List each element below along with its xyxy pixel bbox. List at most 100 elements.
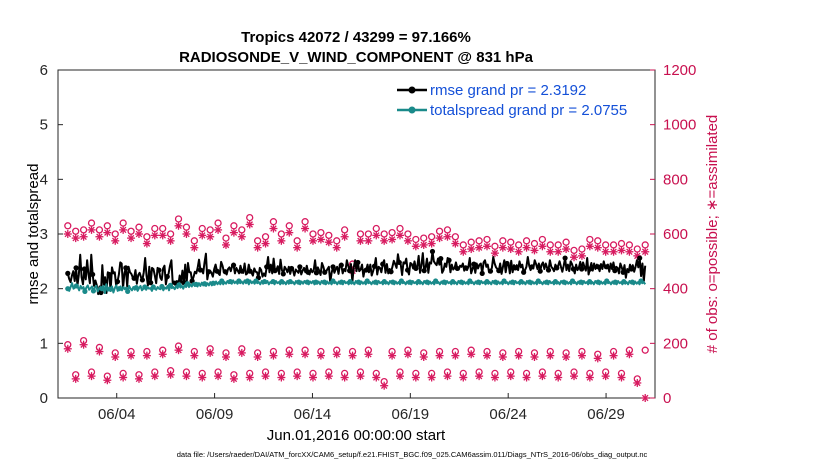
obs-assimilated-low-marker	[63, 344, 72, 353]
obs-assimilated-marker	[245, 220, 254, 229]
rmse-point	[537, 268, 543, 274]
x-tick-label: 06/14	[294, 406, 332, 423]
totalspread-point	[578, 279, 584, 285]
totalspread-point	[116, 286, 122, 292]
rmse-point	[81, 266, 87, 272]
rmse-point	[131, 275, 137, 281]
chart-title-line2: RADIOSONDE_V_WIND_COMPONENT @ 831 hPa	[179, 49, 534, 66]
totalspread-point	[492, 279, 499, 285]
totalspread-point	[552, 278, 558, 285]
y-tick-label-left: 1	[40, 335, 48, 352]
rmse-point	[305, 269, 311, 275]
x-tick-label: 06/04	[98, 406, 136, 423]
obs-assimilated-low-marker	[546, 351, 555, 360]
obs-assimilated-low-marker	[95, 347, 104, 356]
y-tick-label-left: 4	[40, 171, 48, 188]
rmse-point	[106, 271, 112, 278]
rmse-point	[280, 271, 286, 277]
obs-assimilated-marker	[411, 242, 420, 251]
obs-assimilated-low-marker	[490, 373, 499, 382]
totalspread-point	[142, 284, 148, 290]
y-tick-label-right: 1200	[663, 62, 696, 79]
obs-assimilated-marker	[554, 247, 563, 256]
obs-assimilated-low-marker	[625, 350, 634, 359]
totalspread-point	[176, 282, 182, 288]
y-tick-label-right: 600	[663, 226, 688, 243]
y-tick-label-left: 6	[40, 62, 48, 79]
totalspread-point	[133, 284, 139, 291]
obs-assimilated-low-marker	[127, 351, 136, 360]
obs-assimilated-marker	[483, 242, 492, 251]
obs-possible-low-marker	[641, 346, 649, 354]
legend-totalspread-marker	[408, 106, 416, 114]
totalspread-point	[184, 281, 191, 287]
obs-assimilated-marker	[206, 232, 215, 241]
totalspread-point	[321, 279, 328, 285]
obs-assimilated-low-marker	[522, 373, 531, 382]
obs-assimilated-low-marker	[483, 351, 492, 360]
obs-assimilated-low-marker	[411, 373, 420, 382]
obs-assimilated-marker	[451, 239, 460, 248]
obs-assimilated-marker	[364, 236, 373, 245]
obs-assimilated-low-marker	[150, 372, 159, 381]
totalspread-point	[398, 278, 405, 284]
rmse-point	[65, 270, 71, 276]
obs-assimilated-marker	[198, 231, 207, 240]
rmse-point	[405, 267, 411, 273]
rmse-point	[446, 257, 452, 263]
totalspread-point	[99, 286, 105, 292]
rmse-point	[471, 261, 477, 267]
rmse-point	[463, 265, 469, 271]
obs-assimilated-marker	[427, 239, 436, 248]
rmse-point	[570, 266, 576, 272]
rmse-point	[73, 265, 79, 271]
totalspread-point	[193, 281, 199, 287]
obs-assimilated-marker	[214, 225, 223, 234]
obs-assimilated-marker	[435, 234, 444, 243]
obs-assimilated-marker	[403, 236, 412, 245]
obs-assimilated-marker	[134, 230, 143, 238]
obs-assimilated-marker	[324, 238, 333, 247]
rmse-point	[479, 270, 485, 276]
y-tick-label-left: 3	[40, 226, 48, 243]
obs-assimilated-low-marker	[364, 350, 373, 359]
totalspread-point	[347, 278, 353, 285]
obs-assimilated-marker	[277, 236, 286, 245]
obs-assimilated-marker	[221, 240, 230, 249]
rmse-point	[454, 265, 460, 272]
obs-assimilated-low-marker	[396, 372, 405, 381]
obs-assimilated-low-marker	[198, 373, 207, 382]
obs-assimilated-low-marker	[214, 372, 223, 381]
obs-assimilated-low-marker	[419, 353, 428, 361]
obs-assimilated-marker	[103, 228, 112, 237]
rmse-point	[297, 264, 303, 270]
rmse-point	[148, 280, 154, 286]
rmse-point	[603, 264, 610, 270]
rmse-point	[139, 277, 145, 283]
obs-assimilated-low-marker	[459, 373, 468, 382]
y-tick-label-right: 1000	[663, 117, 696, 134]
totalspread-point	[518, 278, 524, 285]
obs-assimilated-marker	[293, 243, 302, 252]
totalspread-point	[458, 279, 464, 285]
obs-assimilated-low-marker	[87, 372, 96, 381]
rmse-point	[197, 267, 204, 273]
totalspread-point	[107, 286, 114, 292]
obs-assimilated-low-marker	[158, 350, 167, 359]
rmse-point	[206, 269, 212, 275]
obs-assimilated-marker	[498, 243, 507, 252]
obs-assimilated-marker	[522, 243, 531, 252]
obs-assimilated-marker	[95, 232, 104, 241]
obs-assimilated-marker	[174, 221, 183, 230]
rmse-point	[396, 259, 402, 266]
totalspread-point	[356, 279, 362, 285]
obs-assimilated-low-marker	[206, 348, 215, 357]
obs-assimilated-marker	[316, 235, 325, 244]
rmse-point	[529, 264, 535, 270]
totalspread-point	[587, 278, 593, 285]
totalspread-point	[65, 286, 71, 292]
obs-assimilated-low-marker	[348, 351, 357, 360]
obs-assimilated-low-marker	[221, 353, 230, 361]
totalspread-point	[296, 279, 302, 285]
obs-assimilated-low-marker	[308, 373, 317, 382]
